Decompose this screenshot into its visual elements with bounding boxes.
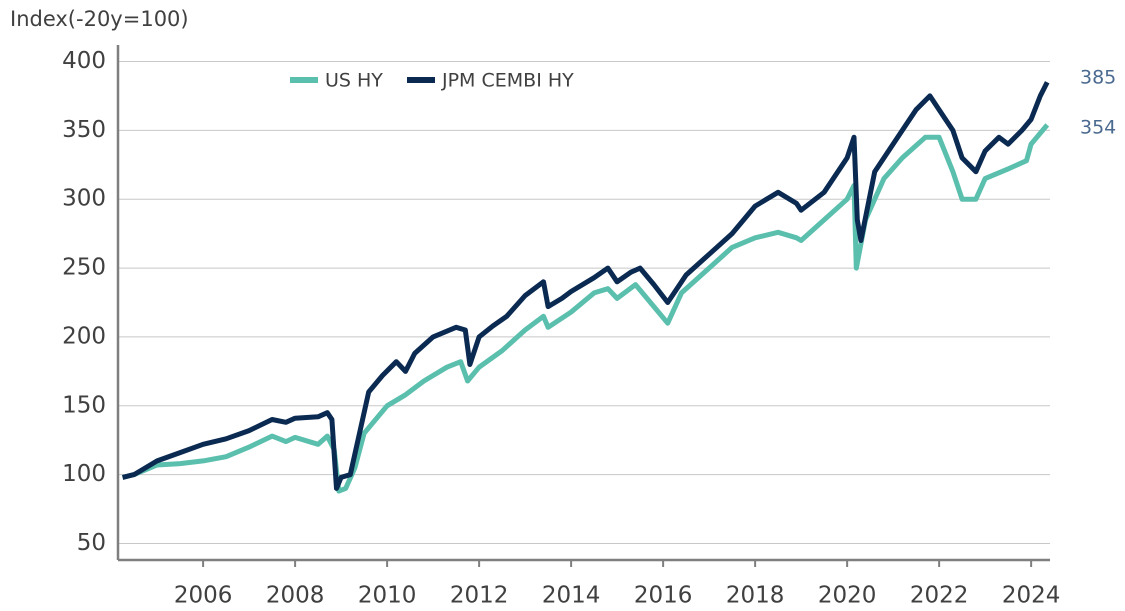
end-label: 354 (1080, 117, 1116, 139)
x-tick-label: 2010 (358, 583, 417, 609)
x-tick-label: 2024 (1002, 583, 1061, 609)
x-tick-label: 2016 (634, 583, 693, 609)
x-tick-label: 2012 (450, 583, 509, 609)
y-tick-label: 50 (77, 530, 106, 556)
series-line (122, 81, 1050, 491)
x-tick-label: 2006 (174, 583, 233, 609)
y-axis-label: Index(-20y=100) (10, 7, 189, 31)
series-line (122, 123, 1050, 494)
y-tick-label: 300 (62, 186, 106, 212)
y-tick-label: 400 (62, 48, 106, 74)
y-tick-label: 150 (62, 392, 106, 418)
x-tick-label: 2020 (818, 583, 877, 609)
y-tick-label: 100 (62, 461, 106, 487)
y-tick-label: 250 (62, 255, 106, 281)
x-tick-label: 2018 (726, 583, 785, 609)
x-tick-label: 2022 (910, 583, 969, 609)
x-tick-label: 2014 (542, 583, 601, 609)
end-label: 385 (1080, 67, 1116, 89)
legend-label: US HY (325, 70, 383, 92)
y-tick-label: 350 (62, 117, 106, 143)
y-tick-label: 200 (62, 323, 106, 349)
x-tick-label: 2008 (266, 583, 325, 609)
legend-label: JPM CEMBI HY (441, 70, 574, 92)
